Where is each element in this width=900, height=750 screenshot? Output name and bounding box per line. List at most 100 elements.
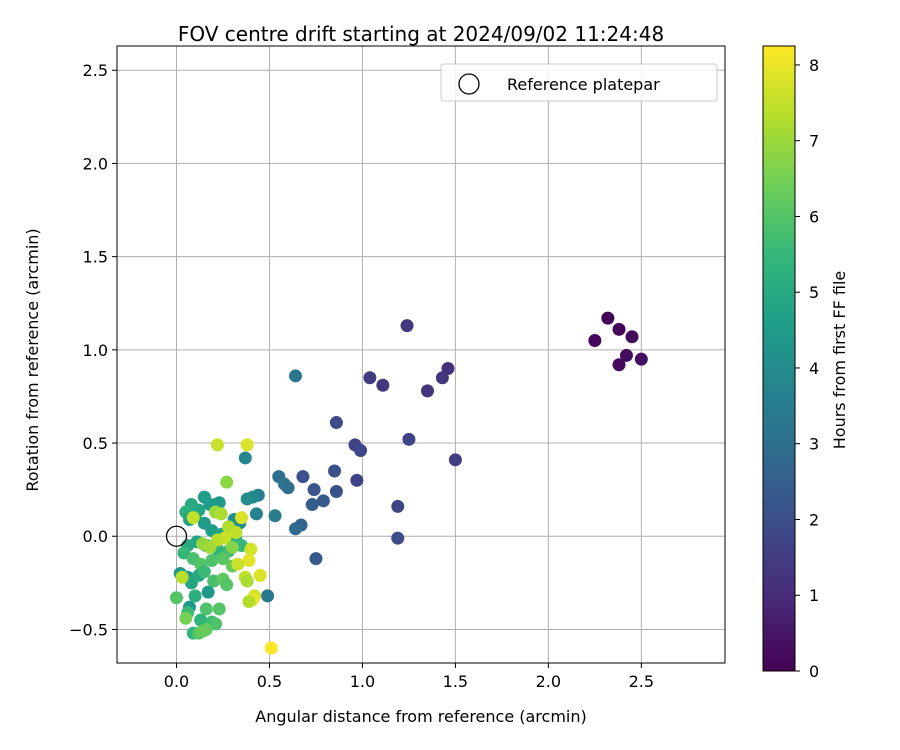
colorbar-tick-label: 4 [809, 359, 819, 378]
y-tick-label: 1.5 [83, 248, 108, 267]
y-axis-label: Rotation from reference (arcmin) [23, 228, 42, 491]
data-point [240, 492, 254, 506]
data-point [249, 507, 263, 521]
colorbar-label: Hours from first FF file [830, 271, 849, 450]
colorbar-tick-label: 0 [809, 662, 819, 681]
legend-label: Reference platepar [507, 75, 660, 94]
data-point [197, 490, 211, 504]
data-point [179, 611, 193, 625]
data-point [235, 511, 249, 525]
x-tick-label: 0.5 [257, 672, 282, 691]
data-point [240, 574, 254, 588]
data-point [244, 542, 258, 556]
data-point [231, 557, 245, 571]
y-tick-label: 1.0 [83, 341, 108, 360]
data-point [197, 565, 211, 579]
data-point [220, 578, 234, 592]
data-point [305, 498, 319, 512]
data-point [612, 358, 626, 372]
colorbar-tick-label: 2 [809, 510, 819, 529]
data-point [188, 589, 202, 603]
y-axis-ticks: −0.5 0.0 0.5 1.0 1.5 2.0 2.5 [69, 61, 117, 639]
legend-reference-marker [458, 73, 480, 95]
plot-frame [116, 45, 726, 664]
data-point [175, 570, 189, 584]
y-tick-label: 2.0 [83, 154, 108, 173]
data-point [288, 522, 302, 536]
data-point [612, 322, 626, 336]
colorbar-tick-label: 8 [809, 56, 819, 75]
x-tick-label: 1.5 [443, 672, 468, 691]
data-point [238, 451, 252, 465]
data-points [169, 311, 648, 655]
data-point [625, 330, 639, 344]
data-point [214, 507, 228, 521]
data-point [268, 509, 282, 523]
data-point [229, 526, 243, 540]
chart-title: FOV centre drift starting at 2024/09/02 … [178, 22, 664, 46]
data-point [363, 371, 377, 385]
data-point [350, 473, 364, 487]
data-point [376, 378, 390, 392]
x-tick-label: 0.0 [164, 672, 189, 691]
data-point [421, 384, 435, 398]
y-tick-label: 0.5 [83, 434, 108, 453]
data-point [281, 481, 295, 495]
y-tick-label: 2.5 [83, 61, 108, 80]
colorbar-tick-label: 7 [809, 132, 819, 151]
y-tick-label: −0.5 [69, 620, 108, 639]
colorbar-ticks: 0 1 2 3 4 5 6 7 8 [795, 56, 819, 681]
colorbar-tick-label: 5 [809, 283, 819, 302]
x-tick-label: 2.5 [629, 672, 654, 691]
data-point [448, 453, 462, 467]
data-point [201, 585, 215, 599]
colorbar: 0 1 2 3 4 5 6 7 8 Hours from first FF file [762, 45, 849, 681]
data-point [212, 602, 226, 616]
legend-box [440, 63, 718, 102]
data-point [307, 483, 321, 497]
data-point [288, 369, 302, 383]
data-point [316, 494, 330, 508]
data-point [220, 475, 234, 489]
reference-platepar-marker [165, 525, 188, 547]
data-point [328, 464, 342, 478]
data-point [619, 348, 633, 362]
data-point [309, 552, 323, 566]
data-point [203, 540, 217, 554]
data-point [253, 568, 267, 582]
data-point [354, 443, 368, 457]
data-point [216, 552, 230, 566]
data-point [634, 352, 648, 366]
colorbar-gradient [762, 45, 796, 672]
colorbar-tick-label: 3 [809, 435, 819, 454]
colorbar-tick-label: 6 [809, 207, 819, 226]
x-tick-label: 2.0 [536, 672, 561, 691]
data-point [296, 470, 310, 484]
data-point [400, 319, 414, 333]
data-point [186, 511, 200, 525]
data-point [242, 594, 256, 608]
data-point [225, 540, 239, 554]
data-point [391, 531, 405, 545]
y-tick-label: 0.0 [83, 527, 108, 546]
data-point [196, 624, 210, 638]
data-point [264, 641, 278, 655]
x-tick-label: 1.0 [350, 672, 375, 691]
x-axis-label: Angular distance from reference (arcmin) [255, 707, 586, 726]
data-point [169, 591, 183, 605]
data-point [261, 589, 275, 603]
x-axis-ticks: 0.0 0.5 1.0 1.5 2.0 2.5 [164, 663, 654, 691]
data-point [329, 416, 343, 430]
data-point [194, 613, 208, 627]
data-point [199, 602, 213, 616]
data-point [240, 438, 254, 452]
legend: Reference platepar [440, 63, 718, 102]
data-point [329, 485, 343, 499]
data-point [391, 499, 405, 513]
data-point [441, 361, 455, 375]
data-point [210, 438, 224, 452]
data-point [402, 432, 416, 446]
data-point [435, 371, 449, 385]
colorbar-tick-label: 1 [809, 586, 819, 605]
